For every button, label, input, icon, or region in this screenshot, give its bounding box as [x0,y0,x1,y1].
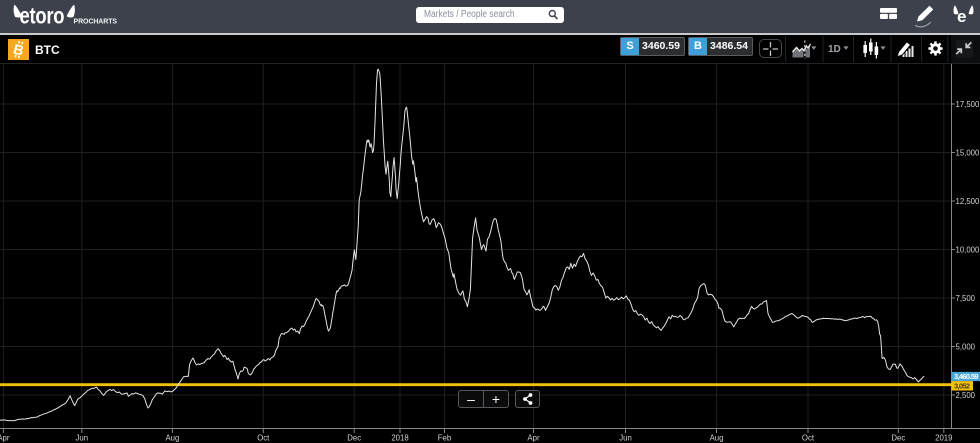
svg-text:Aug: Aug [710,434,724,443]
svg-text:etoro: etoro [20,4,65,29]
svg-text:PROCHARTS: PROCHARTS [74,19,118,26]
svg-text:Oct: Oct [802,434,815,443]
svg-text:15,000: 15,000 [956,148,980,157]
svg-text:Jun: Jun [619,434,632,443]
svg-text:Dec: Dec [891,434,905,443]
svg-text:Aug: Aug [165,434,179,443]
svg-text:3,460.59: 3,460.59 [954,372,979,381]
svg-text:5,000: 5,000 [956,342,976,351]
svg-text:17,500: 17,500 [956,100,980,109]
svg-text:2018: 2018 [391,434,408,443]
svg-text:3,052: 3,052 [954,382,970,391]
svg-text:7,500: 7,500 [956,294,976,303]
svg-text:10,000: 10,000 [956,245,980,254]
svg-text:e: e [957,7,966,26]
svg-text:12,500: 12,500 [956,197,980,206]
svg-text:Dec: Dec [347,434,361,443]
svg-text:Feb: Feb [438,434,452,443]
svg-text:B: B [12,41,26,59]
svg-text:2019: 2019 [935,434,952,443]
svg-text:Apr: Apr [0,434,10,443]
svg-text:Apr: Apr [527,434,540,443]
svg-text:2,500: 2,500 [956,391,976,400]
svg-text:1D: 1D [828,44,841,55]
svg-text:Jun: Jun [76,434,89,443]
svg-text:Oct: Oct [257,434,270,443]
